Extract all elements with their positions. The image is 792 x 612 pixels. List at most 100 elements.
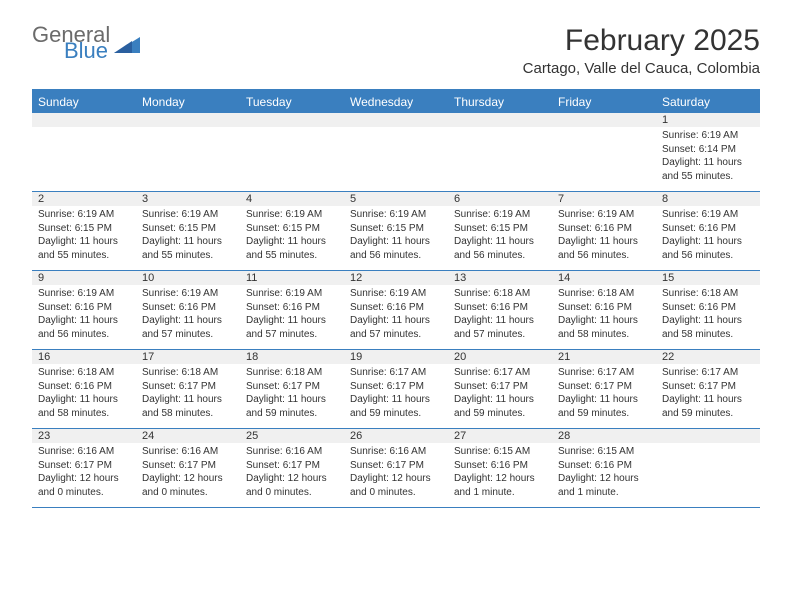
day-number: 5 — [344, 192, 448, 206]
daylight-text: Daylight: 11 hours and 59 minutes. — [558, 393, 650, 420]
daylight-text: Daylight: 11 hours and 59 minutes. — [454, 393, 546, 420]
sunset-text: Sunset: 6:15 PM — [350, 222, 442, 236]
weekday-friday: Friday — [552, 91, 656, 113]
sunrise-text: Sunrise: 6:18 AM — [662, 287, 754, 301]
daylight-text: Daylight: 11 hours and 55 minutes. — [38, 235, 130, 262]
day-detail: Sunrise: 6:18 AMSunset: 6:16 PMDaylight:… — [552, 285, 656, 349]
sunrise-text: Sunrise: 6:19 AM — [38, 208, 130, 222]
day-number: 17 — [136, 350, 240, 364]
sunset-text: Sunset: 6:17 PM — [38, 459, 130, 473]
weekday-tuesday: Tuesday — [240, 91, 344, 113]
day-number — [32, 113, 136, 127]
day-detail: Sunrise: 6:17 AMSunset: 6:17 PMDaylight:… — [552, 364, 656, 428]
day-number: 10 — [136, 271, 240, 285]
sunrise-text: Sunrise: 6:15 AM — [454, 445, 546, 459]
sunset-text: Sunset: 6:17 PM — [350, 380, 442, 394]
day-number — [448, 113, 552, 127]
day-detail: Sunrise: 6:18 AMSunset: 6:16 PMDaylight:… — [656, 285, 760, 349]
sunset-text: Sunset: 6:16 PM — [558, 301, 650, 315]
daylight-text: Daylight: 11 hours and 56 minutes. — [454, 235, 546, 262]
day-number: 18 — [240, 350, 344, 364]
daylight-text: Daylight: 11 hours and 58 minutes. — [662, 314, 754, 341]
day-detail: Sunrise: 6:16 AMSunset: 6:17 PMDaylight:… — [240, 443, 344, 507]
weekday-sunday: Sunday — [32, 91, 136, 113]
day-detail: Sunrise: 6:19 AMSunset: 6:15 PMDaylight:… — [32, 206, 136, 270]
sunrise-text: Sunrise: 6:19 AM — [246, 208, 338, 222]
day-detail: Sunrise: 6:19 AMSunset: 6:15 PMDaylight:… — [448, 206, 552, 270]
sunrise-text: Sunrise: 6:17 AM — [350, 366, 442, 380]
sunset-text: Sunset: 6:15 PM — [246, 222, 338, 236]
day-number: 11 — [240, 271, 344, 285]
sunrise-text: Sunrise: 6:19 AM — [662, 208, 754, 222]
day-detail — [656, 443, 760, 507]
sunrise-text: Sunrise: 6:19 AM — [38, 287, 130, 301]
day-number: 2 — [32, 192, 136, 206]
daylight-text: Daylight: 12 hours and 0 minutes. — [142, 472, 234, 499]
day-detail — [32, 127, 136, 191]
weekday-monday: Monday — [136, 91, 240, 113]
daylight-text: Daylight: 11 hours and 57 minutes. — [246, 314, 338, 341]
calendar: Sunday Monday Tuesday Wednesday Thursday… — [32, 89, 760, 508]
daylight-text: Daylight: 11 hours and 55 minutes. — [142, 235, 234, 262]
daylight-text: Daylight: 11 hours and 59 minutes. — [350, 393, 442, 420]
sunrise-text: Sunrise: 6:19 AM — [142, 208, 234, 222]
day-detail: Sunrise: 6:17 AMSunset: 6:17 PMDaylight:… — [656, 364, 760, 428]
day-detail — [240, 127, 344, 191]
sunrise-text: Sunrise: 6:19 AM — [454, 208, 546, 222]
detail-row: Sunrise: 6:18 AMSunset: 6:16 PMDaylight:… — [32, 364, 760, 429]
daylight-text: Daylight: 12 hours and 0 minutes. — [38, 472, 130, 499]
day-number — [552, 113, 656, 127]
day-number: 7 — [552, 192, 656, 206]
month-title: February 2025 — [523, 24, 760, 58]
day-number — [136, 113, 240, 127]
daylight-text: Daylight: 11 hours and 58 minutes. — [142, 393, 234, 420]
sunset-text: Sunset: 6:16 PM — [454, 301, 546, 315]
sunrise-text: Sunrise: 6:19 AM — [662, 129, 754, 143]
day-detail: Sunrise: 6:19 AMSunset: 6:15 PMDaylight:… — [240, 206, 344, 270]
day-number: 16 — [32, 350, 136, 364]
day-number: 3 — [136, 192, 240, 206]
daylight-text: Daylight: 11 hours and 55 minutes. — [246, 235, 338, 262]
sunset-text: Sunset: 6:16 PM — [38, 380, 130, 394]
sunrise-text: Sunrise: 6:16 AM — [350, 445, 442, 459]
day-number: 27 — [448, 429, 552, 443]
sunset-text: Sunset: 6:16 PM — [246, 301, 338, 315]
day-number — [656, 429, 760, 443]
sunset-text: Sunset: 6:15 PM — [38, 222, 130, 236]
sunset-text: Sunset: 6:16 PM — [38, 301, 130, 315]
day-number: 28 — [552, 429, 656, 443]
day-detail — [448, 127, 552, 191]
sunset-text: Sunset: 6:17 PM — [454, 380, 546, 394]
sunset-text: Sunset: 6:16 PM — [662, 222, 754, 236]
daylight-text: Daylight: 12 hours and 0 minutes. — [350, 472, 442, 499]
sunrise-text: Sunrise: 6:16 AM — [38, 445, 130, 459]
sunset-text: Sunset: 6:16 PM — [558, 459, 650, 473]
day-number: 20 — [448, 350, 552, 364]
daynum-row: 232425262728 — [32, 429, 760, 443]
day-number: 6 — [448, 192, 552, 206]
daylight-text: Daylight: 11 hours and 57 minutes. — [142, 314, 234, 341]
daynum-row: 16171819202122 — [32, 350, 760, 364]
day-detail: Sunrise: 6:15 AMSunset: 6:16 PMDaylight:… — [552, 443, 656, 507]
weekday-wednesday: Wednesday — [344, 91, 448, 113]
day-detail: Sunrise: 6:19 AMSunset: 6:16 PMDaylight:… — [656, 206, 760, 270]
sunrise-text: Sunrise: 6:19 AM — [246, 287, 338, 301]
day-detail: Sunrise: 6:17 AMSunset: 6:17 PMDaylight:… — [344, 364, 448, 428]
daynum-row: 2345678 — [32, 192, 760, 206]
sunset-text: Sunset: 6:16 PM — [662, 301, 754, 315]
day-number — [344, 113, 448, 127]
day-number: 12 — [344, 271, 448, 285]
sunset-text: Sunset: 6:17 PM — [142, 380, 234, 394]
sunrise-text: Sunrise: 6:19 AM — [350, 287, 442, 301]
sunrise-text: Sunrise: 6:17 AM — [662, 366, 754, 380]
day-detail — [136, 127, 240, 191]
sunset-text: Sunset: 6:17 PM — [558, 380, 650, 394]
daylight-text: Daylight: 11 hours and 57 minutes. — [454, 314, 546, 341]
weekday-header-row: Sunday Monday Tuesday Wednesday Thursday… — [32, 91, 760, 113]
day-detail — [344, 127, 448, 191]
day-detail: Sunrise: 6:18 AMSunset: 6:16 PMDaylight:… — [32, 364, 136, 428]
daylight-text: Daylight: 11 hours and 58 minutes. — [38, 393, 130, 420]
day-detail: Sunrise: 6:18 AMSunset: 6:16 PMDaylight:… — [448, 285, 552, 349]
daylight-text: Daylight: 11 hours and 56 minutes. — [558, 235, 650, 262]
day-detail: Sunrise: 6:15 AMSunset: 6:16 PMDaylight:… — [448, 443, 552, 507]
